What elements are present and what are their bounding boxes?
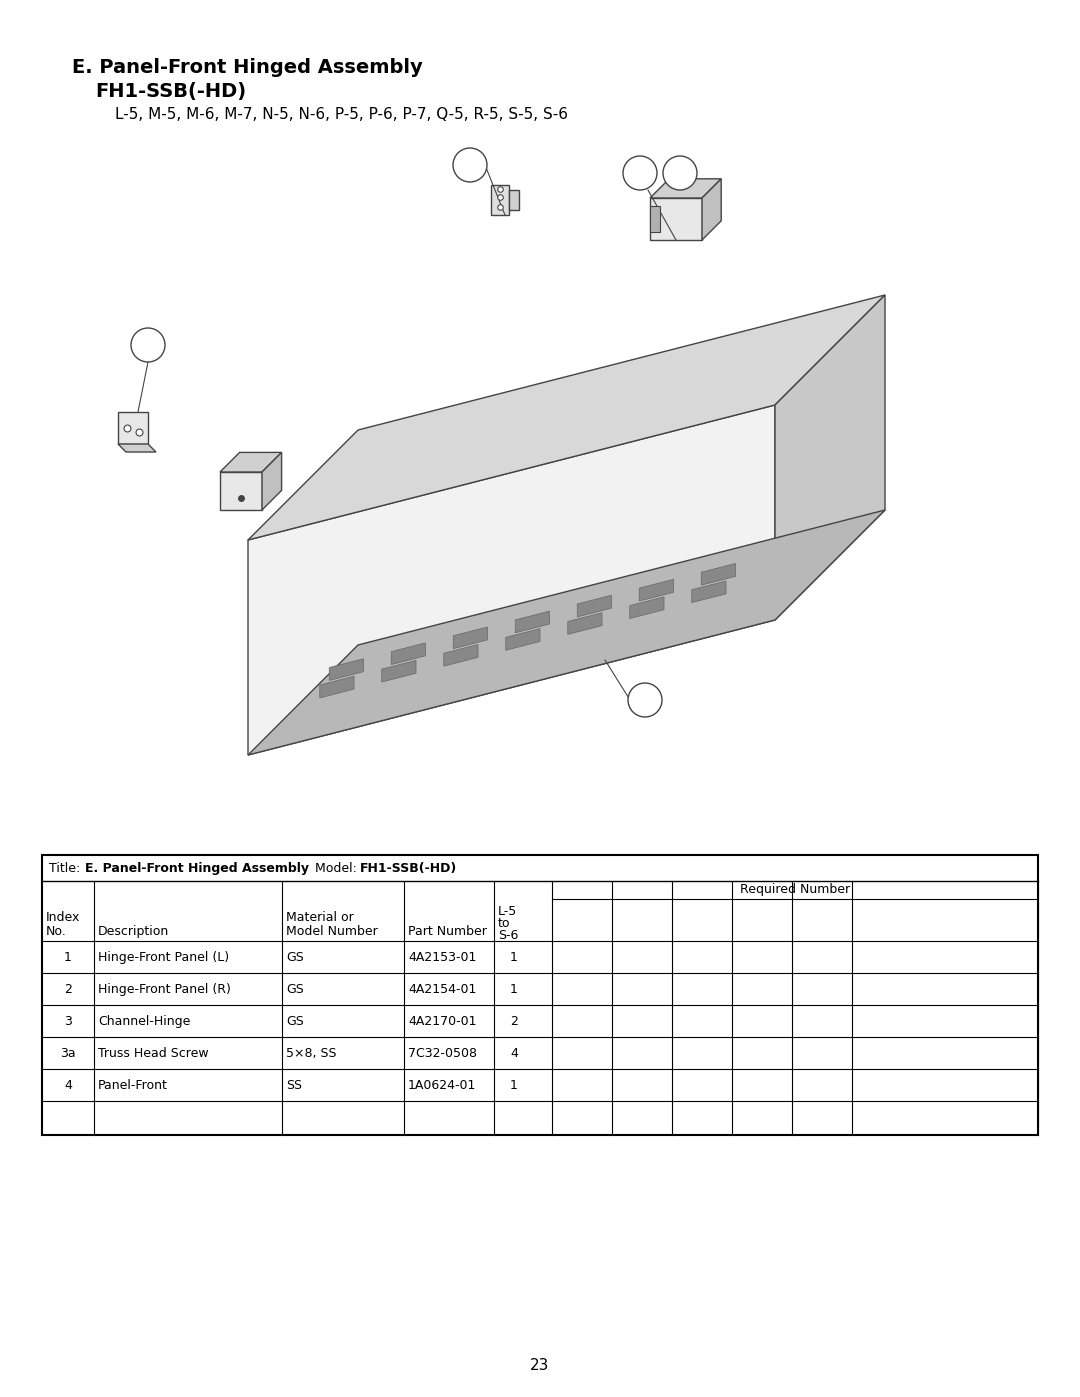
Text: 4A2153-01: 4A2153-01	[408, 951, 476, 964]
Polygon shape	[701, 563, 735, 585]
Polygon shape	[118, 412, 148, 444]
Text: GS: GS	[286, 951, 303, 964]
Text: 3a: 3a	[60, 1046, 76, 1060]
Text: Truss Head Screw: Truss Head Screw	[98, 1046, 208, 1060]
Polygon shape	[391, 643, 426, 665]
Polygon shape	[220, 453, 282, 472]
Text: 1A0624-01: 1A0624-01	[408, 1078, 476, 1092]
Polygon shape	[320, 676, 354, 698]
Text: GS: GS	[286, 983, 303, 996]
Polygon shape	[775, 295, 885, 620]
Text: to: to	[498, 916, 511, 930]
Polygon shape	[454, 627, 487, 648]
Text: 4: 4	[640, 693, 649, 707]
Polygon shape	[650, 179, 721, 198]
Text: 3: 3	[64, 1016, 72, 1028]
Text: Index: Index	[46, 911, 80, 923]
Text: Hinge-Front Panel (L): Hinge-Front Panel (L)	[98, 951, 229, 964]
Text: 1: 1	[144, 338, 152, 352]
Text: L-5, M-5, M-6, M-7, N-5, N-6, P-5, P-6, P-7, Q-5, R-5, S-5, S-6: L-5, M-5, M-6, M-7, N-5, N-6, P-5, P-6, …	[114, 108, 568, 122]
Text: SS: SS	[286, 1078, 302, 1092]
Text: Material or: Material or	[286, 911, 354, 923]
Circle shape	[627, 683, 662, 717]
Text: 1: 1	[64, 951, 72, 964]
Text: 4: 4	[64, 1078, 72, 1092]
Text: 7C32-0508: 7C32-0508	[408, 1046, 477, 1060]
Circle shape	[131, 328, 165, 362]
Polygon shape	[118, 444, 156, 453]
Polygon shape	[702, 179, 721, 240]
Polygon shape	[444, 644, 478, 666]
Text: 2: 2	[510, 1016, 518, 1028]
Text: Model:: Model:	[303, 862, 361, 875]
Polygon shape	[515, 610, 550, 633]
Text: Required Number: Required Number	[740, 883, 850, 895]
Text: 1: 1	[510, 1078, 518, 1092]
Text: Channel-Hinge: Channel-Hinge	[98, 1016, 190, 1028]
Polygon shape	[329, 659, 364, 680]
Text: E. Panel-Front Hinged Assembly: E. Panel-Front Hinged Assembly	[85, 862, 309, 875]
Text: E. Panel-Front Hinged Assembly: E. Panel-Front Hinged Assembly	[72, 59, 422, 77]
Polygon shape	[650, 198, 702, 240]
Circle shape	[663, 156, 697, 190]
Polygon shape	[692, 581, 726, 602]
Text: 1: 1	[510, 951, 518, 964]
Text: 1: 1	[510, 983, 518, 996]
Polygon shape	[248, 295, 885, 541]
Text: No.: No.	[46, 925, 67, 937]
Text: Title:: Title:	[49, 862, 84, 875]
Text: 4: 4	[510, 1046, 518, 1060]
Text: FH1-SSB(-HD): FH1-SSB(-HD)	[95, 82, 246, 101]
Text: 4A2154-01: 4A2154-01	[408, 983, 476, 996]
Text: Part Number: Part Number	[408, 925, 487, 937]
Text: Panel-Front: Panel-Front	[98, 1078, 167, 1092]
Polygon shape	[491, 184, 509, 215]
Circle shape	[453, 148, 487, 182]
Polygon shape	[568, 613, 602, 634]
Text: FH1-SSB(-HD): FH1-SSB(-HD)	[360, 862, 457, 875]
Text: 3: 3	[636, 166, 645, 180]
Polygon shape	[248, 405, 775, 754]
Polygon shape	[248, 510, 885, 754]
Polygon shape	[262, 453, 282, 510]
Text: 2: 2	[465, 158, 474, 172]
Text: GS: GS	[286, 1016, 303, 1028]
Polygon shape	[220, 472, 262, 510]
Text: S-6: S-6	[498, 929, 518, 942]
Text: L-5: L-5	[498, 905, 517, 918]
Text: 2: 2	[64, 983, 72, 996]
Bar	[42, 855, 1038, 1134]
Polygon shape	[639, 580, 674, 601]
Text: Model Number: Model Number	[286, 925, 378, 937]
Polygon shape	[650, 205, 660, 232]
Circle shape	[623, 156, 657, 190]
Text: 23: 23	[530, 1358, 550, 1373]
Polygon shape	[381, 661, 416, 682]
Text: 4A2170-01: 4A2170-01	[408, 1016, 476, 1028]
Text: 3a: 3a	[672, 166, 688, 179]
Polygon shape	[509, 190, 519, 210]
Text: Description: Description	[98, 925, 170, 937]
Text: 5×8, SS: 5×8, SS	[286, 1046, 337, 1060]
Text: Hinge-Front Panel (R): Hinge-Front Panel (R)	[98, 983, 231, 996]
Polygon shape	[577, 595, 611, 617]
Polygon shape	[505, 629, 540, 650]
Polygon shape	[630, 597, 664, 619]
